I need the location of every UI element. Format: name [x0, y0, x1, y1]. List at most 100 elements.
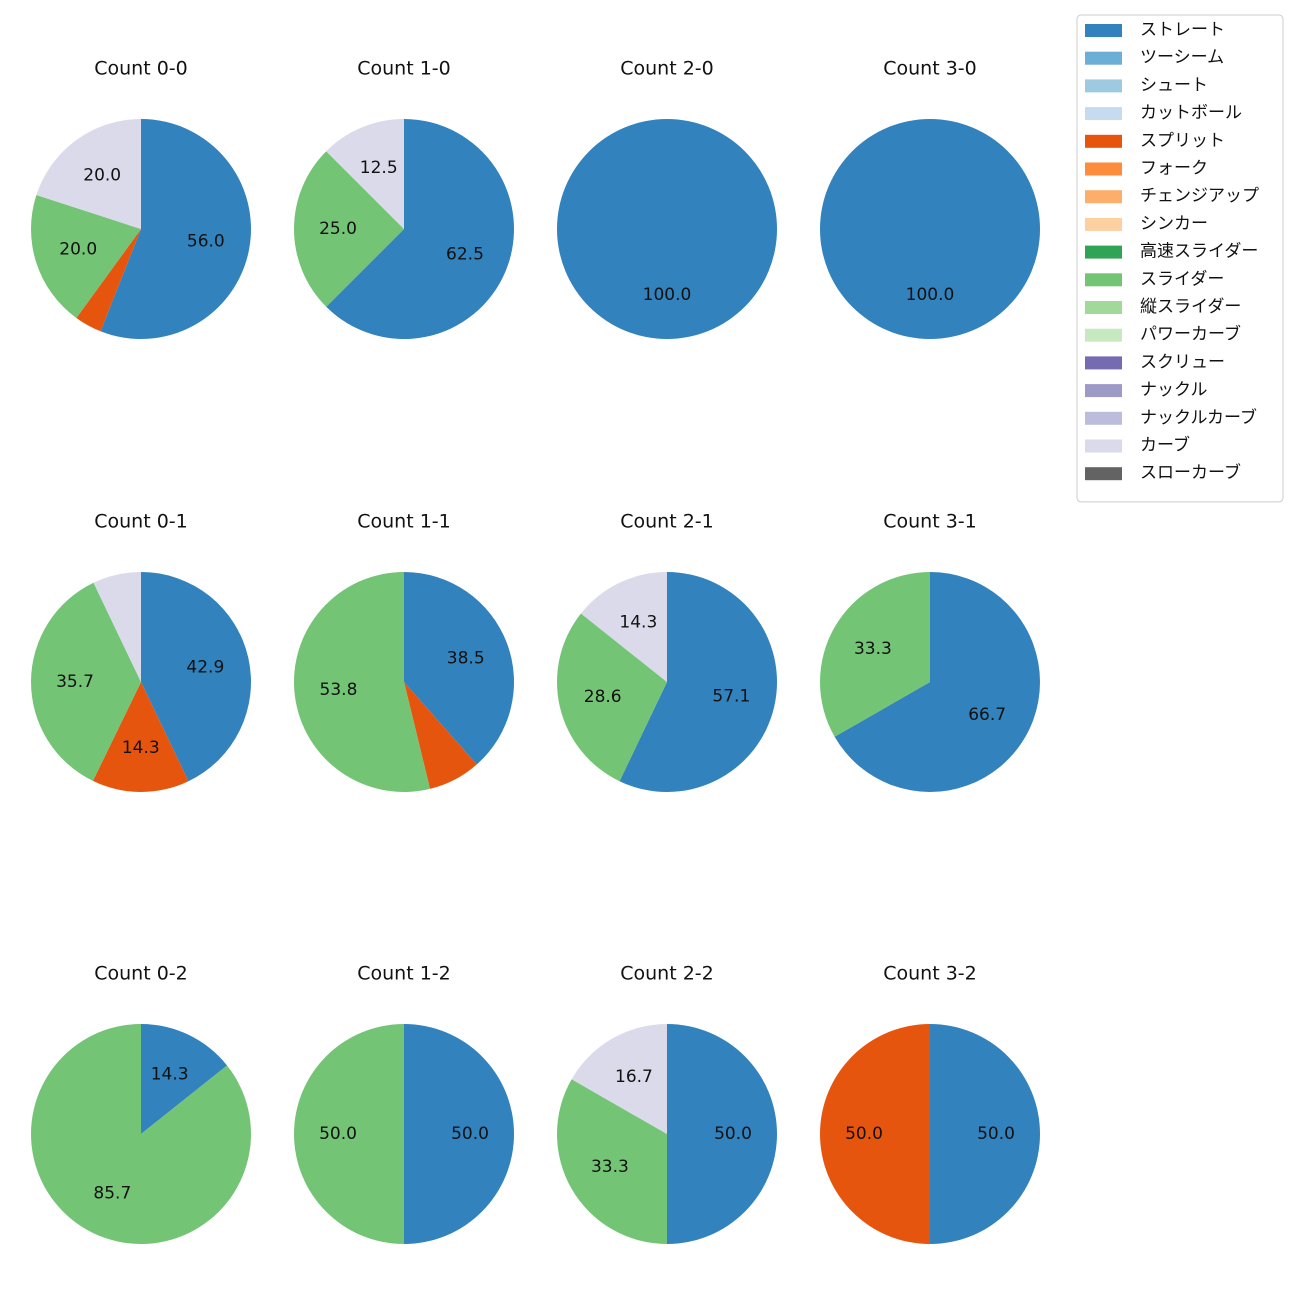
legend-label: シュート: [1140, 75, 1208, 95]
pie-slice-e382b9e383a9e382a4e38380e383bc: [294, 151, 404, 307]
pie-slice-e382b9e383a9e382a4e38380e383bc: [819, 572, 930, 737]
pie-slice-e382b9e38388e383ace383bce38388: [404, 1024, 514, 1244]
pie-title: Count 3-0: [883, 58, 977, 80]
legend-swatch: [1085, 190, 1122, 204]
pie-slice-e382b9e38388e383ace383bce38388: [557, 119, 777, 339]
slice-percent-label: 62.5: [446, 244, 484, 264]
legend-label: カーブ: [1140, 435, 1190, 456]
pie-count-2-0: Count 2-0 100.0: [557, 58, 777, 339]
legend-item: ナックル: [1085, 380, 1208, 400]
legend-swatch: [1085, 79, 1122, 93]
legend-frame: [1076, 14, 1284, 503]
pie-slice-e382b9e38388e383ace383bce38388: [619, 571, 778, 792]
pie-count-3-2: Count 3-2 50.0 50.0: [820, 963, 1040, 1244]
legend-item: カーブ: [1085, 435, 1190, 456]
legend-swatch: [1085, 162, 1122, 176]
legend-swatch: [1085, 107, 1122, 121]
legend-item: スクリュー: [1085, 352, 1225, 372]
pie-count-3-1: Count 3-1 66.7 33.3: [819, 511, 1040, 792]
legend-swatch: [1085, 51, 1122, 65]
slice-percent-label: 57.1: [712, 687, 750, 707]
legend-swatch: [1085, 439, 1122, 453]
legend-item: ストレート: [1085, 20, 1225, 40]
pie-slice-e382b9e383a9e382a4e38380e383bc: [30, 195, 141, 318]
slice-percent-label: 50.0: [977, 1124, 1015, 1144]
pie-count-1-2: Count 1-2 50.0 50.0: [294, 963, 514, 1244]
legend-item: ツーシーム: [1085, 48, 1224, 68]
pie-slice-e382b9e38388e383ace383bce38388: [667, 1024, 777, 1244]
slice-percent-label: 14.3: [619, 613, 657, 633]
pie-slice-e382abe383bce38396: [326, 119, 404, 229]
slice-percent-label: 16.7: [615, 1067, 653, 1087]
legend-label: カットボール: [1140, 103, 1242, 123]
pie-title: Count 0-1: [94, 511, 188, 533]
pie-title: Count 2-2: [620, 963, 714, 985]
pie-slice-e382b9e38388e383ace383bce38388: [930, 1024, 1040, 1244]
legend-swatch: [1085, 134, 1122, 148]
legend-label: スライダー: [1140, 269, 1224, 289]
pie-slice-e382b9e383a9e382a4e38380e383bc: [31, 582, 141, 781]
legend-swatch: [1085, 384, 1122, 398]
legend: ストレートツーシームシュートカットボールスプリットフォークチェンジアップシンカー…: [1076, 14, 1284, 503]
slice-percent-label: 28.6: [584, 687, 622, 707]
slice-percent-label: 12.5: [360, 158, 398, 178]
pie-count-1-1: Count 1-1 38.5 53.8: [293, 511, 514, 793]
legend-swatch: [1085, 411, 1122, 425]
pie-title: Count 3-1: [883, 511, 977, 533]
slice-percent-label: 25.0: [319, 219, 357, 239]
legend-label: フォーク: [1140, 159, 1208, 179]
pie-slice-e382b9e383a9e382a4e38380e383bc: [294, 1024, 404, 1244]
legend-item: スプリット: [1085, 131, 1225, 151]
pie-slice-e382b9e38388e383ace383bce38388: [404, 572, 514, 765]
slice-percent-label: 14.3: [122, 738, 160, 758]
pie-title: Count 2-1: [620, 511, 714, 533]
slice-percent-label: 56.0: [187, 231, 225, 251]
slice-percent-label: 85.7: [93, 1183, 131, 1203]
slice-percent-label: 42.9: [186, 657, 224, 677]
legend-label: ツーシーム: [1140, 48, 1224, 68]
pie-count-0-2: Count 0-2 14.3 85.7: [30, 963, 251, 1244]
pie-slice-e382abe383bce38396: [571, 1024, 667, 1134]
pie-title: Count 1-2: [357, 963, 451, 985]
pie-charts: Count 0-0 56.0 20.0 20.0 Count 1-0 62.5 25.0 12…: [30, 58, 1040, 1244]
pie-slice-e382b9e38397e383aae38383e38388: [76, 229, 141, 332]
legend-swatch: [1085, 467, 1122, 481]
pie-slice-e382abe383bce38396: [93, 572, 141, 682]
pie-title: Count 1-1: [357, 511, 451, 533]
pie-title: Count 1-0: [357, 58, 451, 80]
pie-slice-e382b9e38388e383ace383bce38388: [141, 572, 251, 782]
legend-label: 縦スライダー: [1140, 297, 1241, 317]
pie-slice-e382b9e38388e383ace383bce38388: [326, 118, 515, 339]
pie-slice-e382b9e38397e383aae38383e38388: [820, 1024, 930, 1244]
pie-title: Count 0-2: [94, 963, 188, 985]
legend-swatch: [1085, 217, 1122, 231]
legend-item: カットボール: [1085, 103, 1242, 123]
slice-percent-label: 50.0: [319, 1124, 357, 1144]
slice-percent-label: 50.0: [451, 1124, 489, 1144]
pie-count-0-1: Count 0-1 42.9 14.3 35.7: [31, 511, 251, 792]
legend-swatch: [1085, 24, 1122, 37]
legend-swatch: [1085, 356, 1122, 370]
slice-percent-label: 33.3: [854, 639, 892, 659]
pie-slice-e382b9e38397e383aae38383e38388: [404, 682, 477, 789]
legend-label: ナックルカーブ: [1140, 407, 1257, 428]
slice-percent-label: 100.0: [906, 285, 955, 305]
slice-percent-label: 50.0: [714, 1124, 752, 1144]
slice-percent-label: 20.0: [59, 239, 97, 259]
pie-count-2-1: Count 2-1 57.1 28.6 14.3: [557, 511, 778, 792]
legend-item: シンカー: [1085, 214, 1208, 234]
pie-slice-e382b9e383a9e382a4e38380e383bc: [30, 1024, 251, 1244]
legend-swatch: [1085, 273, 1122, 287]
pie-slice-e382b9e38388e383ace383bce38388: [820, 119, 1040, 339]
pie-count-3-0: Count 3-0 100.0: [820, 58, 1040, 339]
legend-item: チェンジアップ: [1085, 186, 1259, 206]
pie-slice-e382abe383bce38396: [36, 119, 141, 229]
legend-swatch: [1085, 328, 1122, 342]
legend-item: スライダー: [1085, 269, 1224, 289]
pie-slice-e382b9e38388e383ace383bce38388: [834, 572, 1040, 792]
pie-slice-e382b9e383a9e382a4e38380e383bc: [556, 1079, 667, 1244]
legend-label: スプリット: [1140, 131, 1225, 151]
slice-percent-label: 38.5: [447, 649, 485, 669]
legend-label: ストレート: [1140, 20, 1225, 40]
